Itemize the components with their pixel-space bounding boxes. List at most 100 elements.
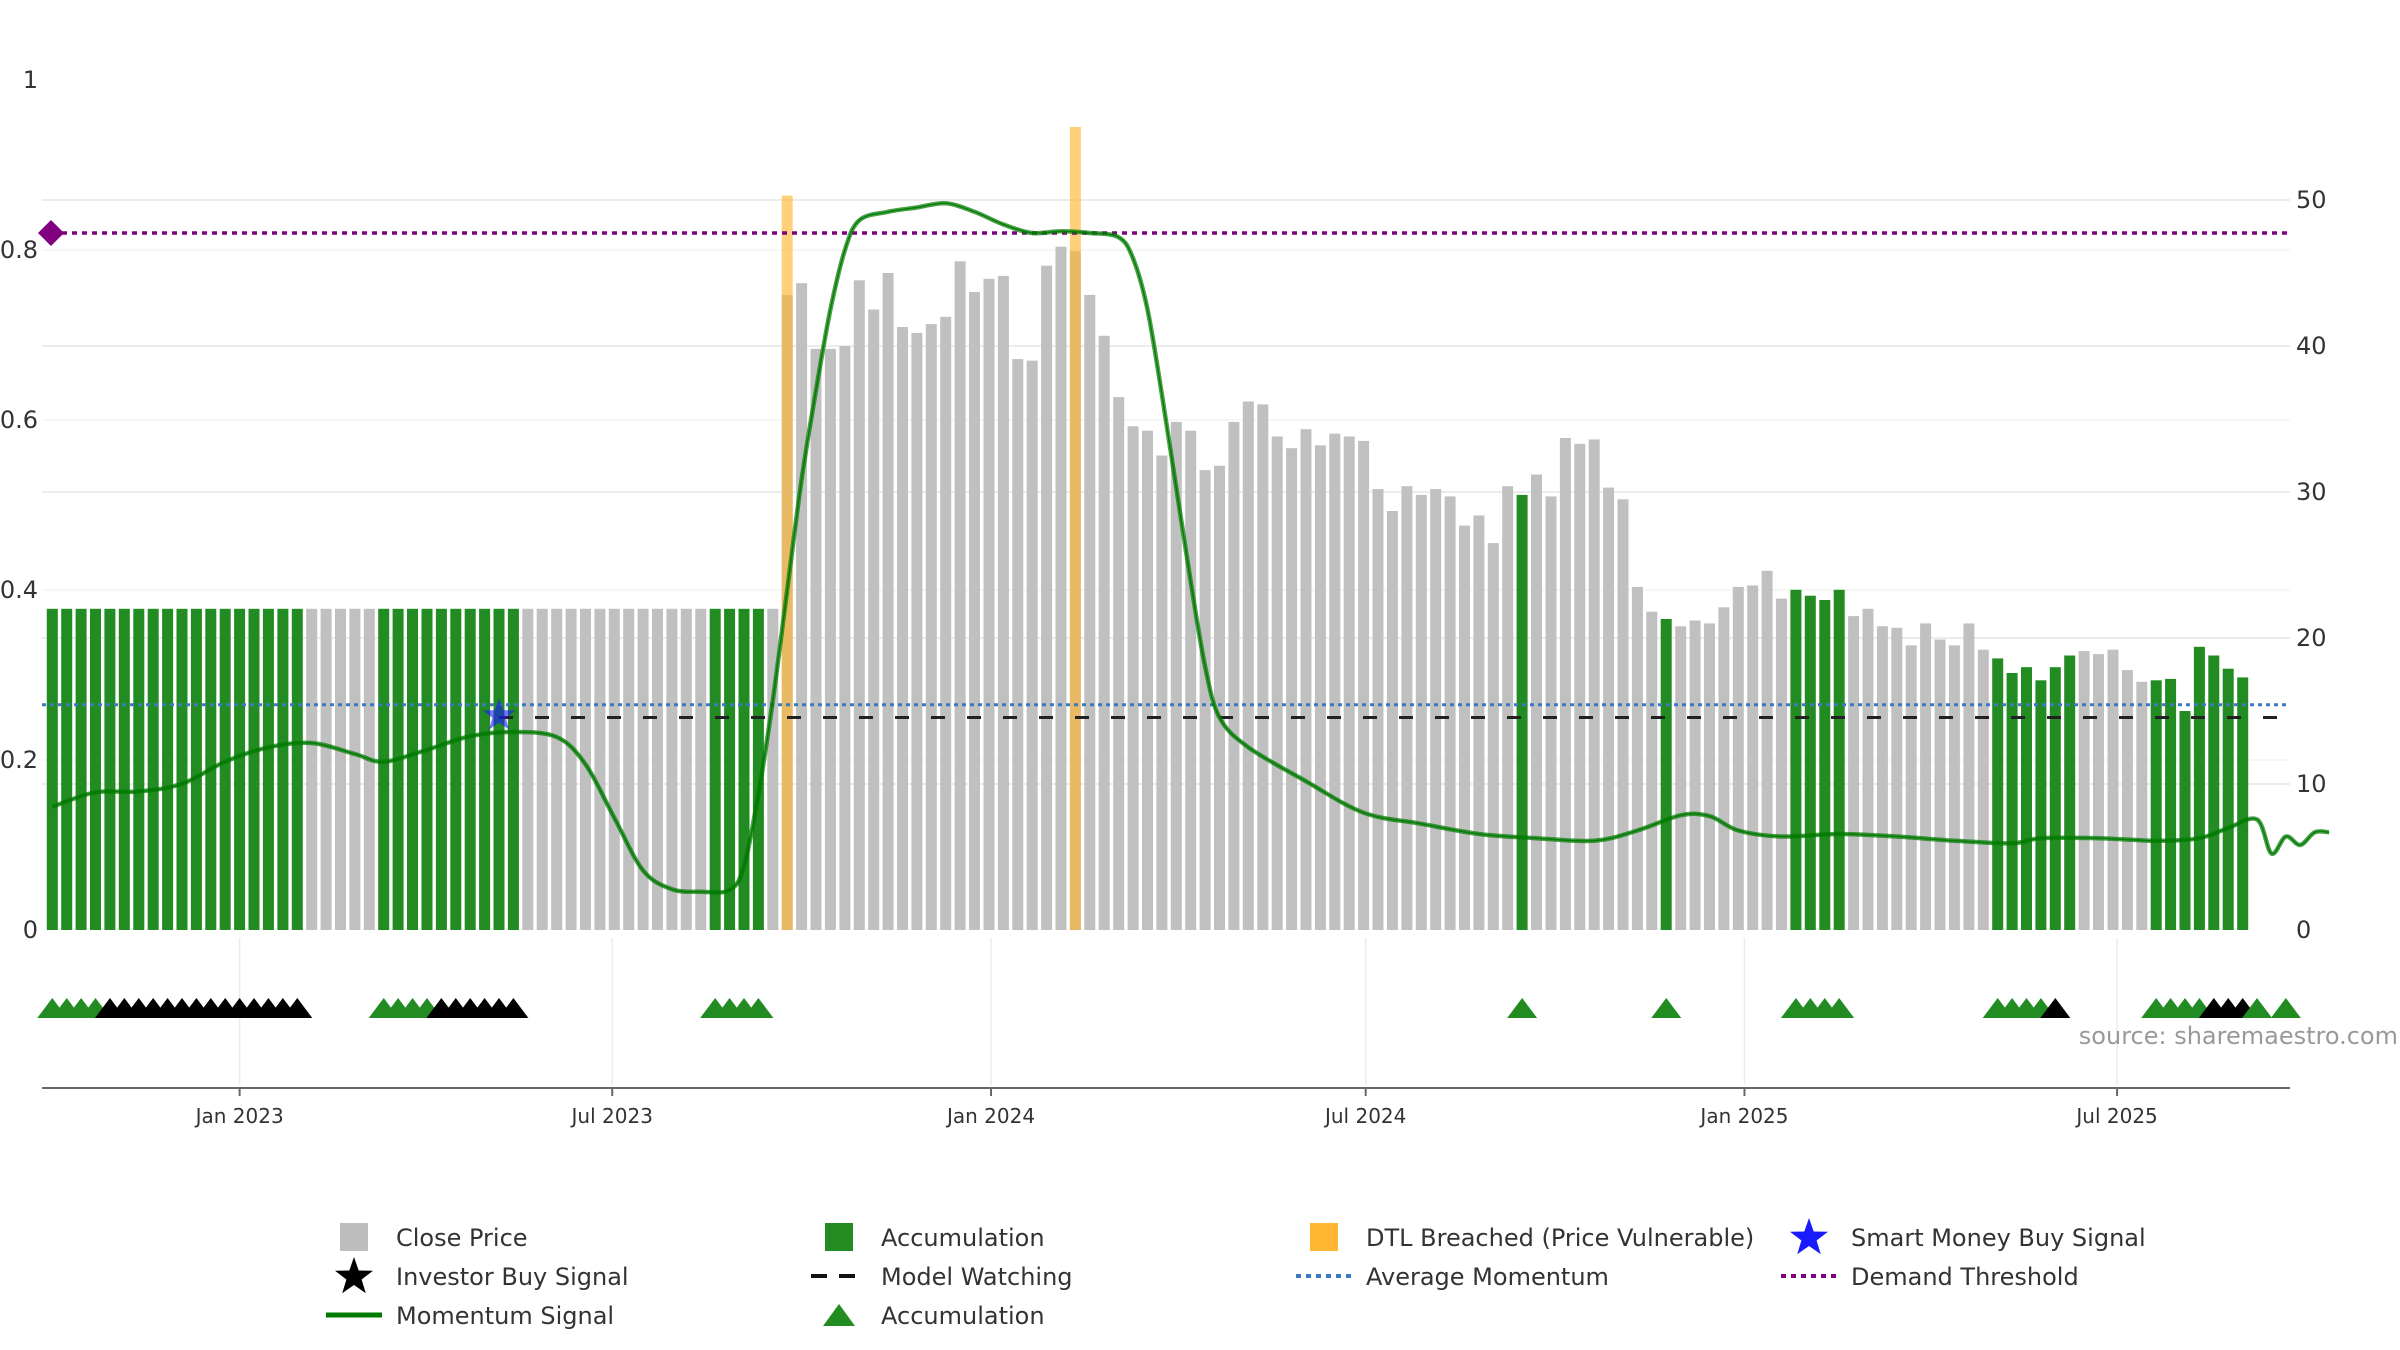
price-bar [983, 278, 995, 930]
accumulation-bar [2035, 680, 2047, 930]
price-bar [637, 608, 649, 930]
price-bar [1905, 645, 1917, 930]
legend-item-price: Close Price [340, 1223, 528, 1252]
accumulation-bar [2179, 711, 2191, 930]
accumulation-bar [2150, 680, 2162, 930]
legend-swatch [1310, 1223, 1338, 1251]
accumulation-bar [90, 608, 101, 930]
accumulation-bar [1992, 658, 2004, 930]
accumulation-bar [2049, 667, 2061, 930]
accumulation-bar [507, 608, 519, 930]
legend-item-watching: Model Watching [811, 1263, 1073, 1291]
x-tick-label: Jul 2024 [1323, 1104, 1406, 1128]
price-bar [1559, 438, 1571, 930]
dtl-breached-bar [1069, 127, 1081, 930]
legend-item-investor: Investor Buy Signal [335, 1257, 629, 1294]
accumulation-bar [133, 608, 145, 930]
accumulation-bar [61, 608, 73, 930]
legend-label: Smart Money Buy Signal [1851, 1224, 2146, 1252]
price-bar [1372, 489, 1384, 930]
price-bar [363, 608, 375, 930]
price-bar [2078, 651, 2090, 930]
legend-swatch [823, 1304, 855, 1326]
accumulation-bar [435, 608, 447, 930]
accumulation-bar [2237, 677, 2249, 930]
accumulation-bar [1516, 494, 1528, 930]
accumulation-bar [738, 608, 750, 930]
price-bar [796, 283, 808, 930]
accumulation-bar [75, 608, 87, 930]
price-bar [1646, 611, 1658, 930]
price-bar [911, 332, 923, 930]
legend-item-avg: Average Momentum [1296, 1263, 1609, 1291]
legend-swatch [340, 1223, 368, 1251]
price-bar [349, 608, 361, 930]
price-bar [680, 608, 692, 930]
price-bar [1041, 265, 1053, 930]
price-bar [997, 275, 1009, 930]
legend-label: Investor Buy Signal [396, 1263, 629, 1291]
axes: Jan 2023 Jul 2023 Jan 2024 Jul 2024 Jan 2025… [0, 66, 2327, 1128]
left-tick-label: 0.8 [0, 236, 38, 264]
accumulation-bar [450, 608, 462, 930]
legend-swatch [1790, 1218, 1828, 1255]
accumulation-bar [104, 608, 116, 930]
price-bar [2121, 670, 2133, 930]
x-tick-label: Jan 2024 [945, 1104, 1035, 1128]
x-tick-label: Jan 2025 [1698, 1104, 1788, 1128]
price-bar [1358, 440, 1370, 930]
price-bar [608, 608, 620, 930]
price-bar [1142, 430, 1153, 930]
price-bar [1631, 586, 1643, 930]
x-tick-label: Jul 2025 [2074, 1104, 2157, 1128]
accumulation-bar [2006, 673, 2018, 930]
price-bar [1444, 496, 1456, 930]
left-tick-label: 0 [23, 916, 38, 944]
price-bar [1459, 525, 1470, 930]
price-bar [652, 608, 663, 930]
price-bar [1113, 397, 1125, 931]
left-tick-label: 0.2 [0, 746, 38, 774]
price-bar [1675, 626, 1687, 930]
accumulation-bar [724, 608, 736, 930]
accumulation-bar [162, 608, 174, 930]
price-bar [824, 348, 836, 930]
price-bar [1487, 543, 1499, 930]
demand-threshold-marker [38, 220, 64, 246]
smart-money-buy-signal [482, 698, 516, 730]
price-bar [882, 273, 894, 930]
price-bar [1545, 496, 1557, 930]
legend-item-momentum: Momentum Signal [326, 1302, 614, 1330]
price-bar [1415, 494, 1427, 930]
price-bar [897, 327, 908, 930]
legend-item-dtl: DTL Breached (Price Vulnerable) [1310, 1223, 1754, 1252]
accumulation-bar [1660, 619, 1672, 930]
accumulation-bar [378, 608, 390, 930]
price-bar [1588, 439, 1600, 930]
legend-item-demand: Demand Threshold [1781, 1263, 2079, 1291]
accumulation-bar [2193, 646, 2205, 930]
accumulation-bar [248, 608, 260, 930]
right-tick-label: 20 [2296, 624, 2327, 652]
dtl-breached-bar [781, 195, 793, 931]
accumulation-bar [118, 608, 130, 930]
price-bar [565, 608, 577, 930]
accumulation-bar [2064, 655, 2076, 930]
price-bar [810, 348, 822, 930]
price-bar [695, 608, 707, 930]
accumulation-bar [464, 608, 476, 930]
x-tick-label: Jan 2023 [194, 1104, 284, 1128]
legend-label: Momentum Signal [396, 1302, 614, 1330]
price-bar [306, 608, 318, 930]
price-bars [46, 246, 2249, 931]
price-bar [1920, 623, 1932, 930]
accumulation-marker [1507, 998, 1538, 1018]
price-bar [1704, 623, 1715, 930]
price-bar [1603, 487, 1615, 930]
accumulation-marker [1824, 998, 1855, 1018]
price-bar [1055, 246, 1067, 930]
dtl-bars [781, 127, 1081, 931]
accumulation-marker [2242, 998, 2273, 1018]
price-bar [853, 280, 865, 930]
price-bar [868, 309, 880, 930]
